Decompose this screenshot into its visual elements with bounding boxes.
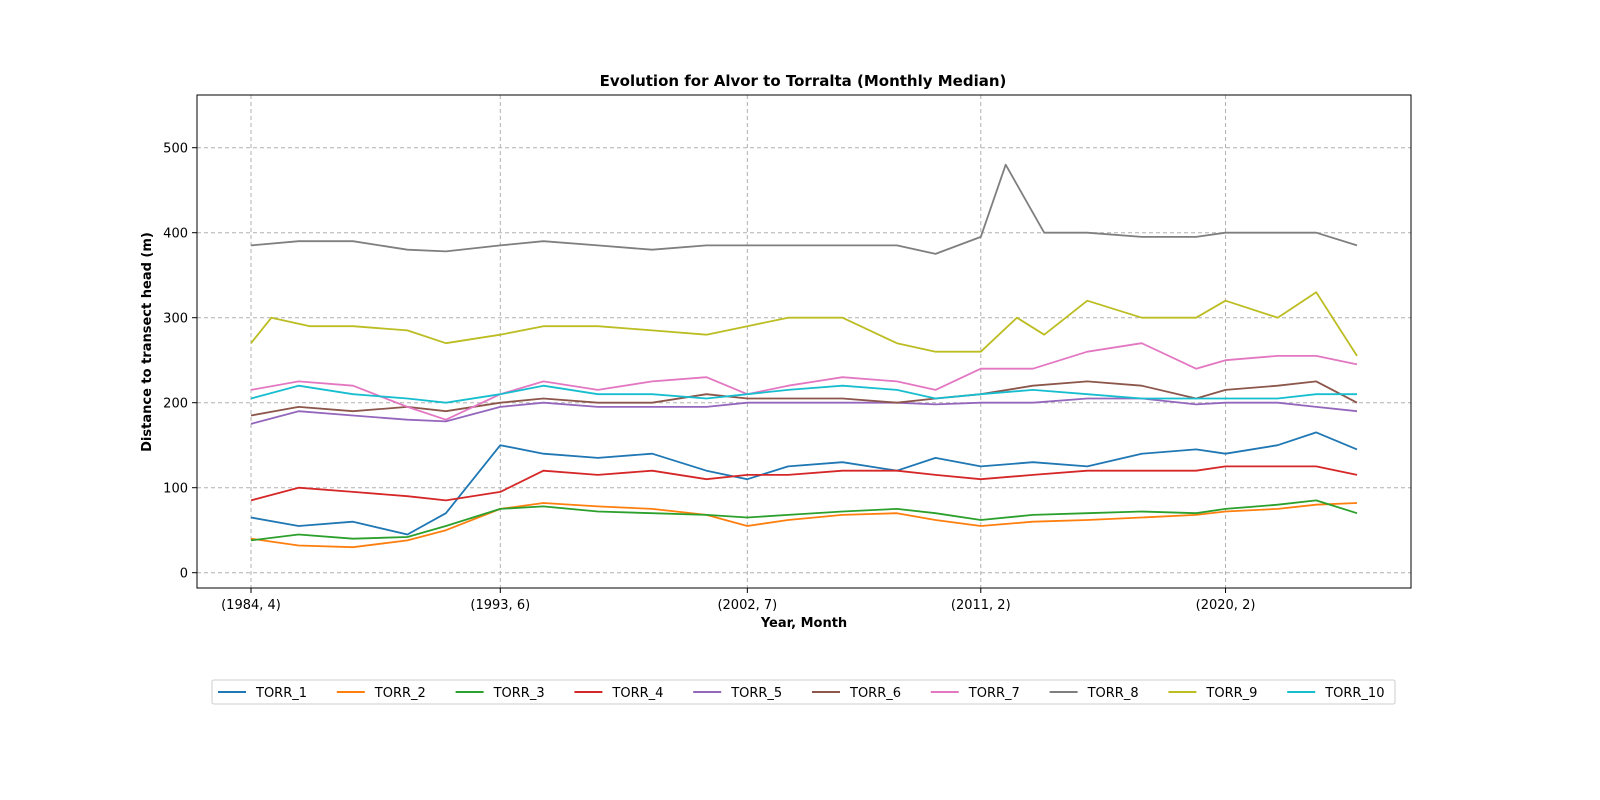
x-tick-label: (1984, 4) [221,598,281,613]
series-lines [250,163,1358,549]
legend-label: TORR_9 [1205,686,1257,701]
series-line-torr-5 [250,397,1358,425]
y-axis-label: Distance to transect head (m) [140,232,155,452]
series-line-torr-7 [250,342,1358,421]
x-tick-label: (2011, 2) [951,598,1011,613]
y-tick-label: 500 [163,142,188,157]
series-line-torr-3 [250,499,1358,542]
legend-label: TORR_7 [968,686,1020,701]
legend-label: TORR_2 [374,686,426,701]
y-tick-label: 400 [163,227,188,242]
legend-entry: TORR_8 [1049,686,1139,701]
series-line-torr-4 [250,465,1358,502]
legend-label: TORR_3 [493,686,545,701]
legend-entry: TORR_9 [1168,686,1257,701]
x-tick-label: (2002, 7) [717,598,777,613]
y-tick-label: 200 [163,397,188,412]
series-line-torr-8 [250,163,1358,255]
series-line-torr-9 [250,291,1358,357]
legend-label: TORR_6 [849,686,901,701]
y-axis-ticks: 0 100 200 300 400 500 [163,142,197,582]
legend-entry: TORR_10 [1287,686,1384,701]
legend-label: TORR_10 [1324,686,1384,701]
series-line-torr-10 [250,384,1357,404]
series-line-torr-1 [250,431,1358,536]
legend-entry: TORR_1 [218,686,307,701]
series-line-torr-6 [250,380,1358,417]
series-line-torr-2 [250,502,1358,549]
x-tick-label: (2020, 2) [1196,598,1256,613]
grid-lines [197,95,1411,588]
legend-label: TORR_5 [730,686,782,701]
x-axis-ticks: (1984, 4) (1993, 6) (2002, 7) (2011, 2) (202… [221,588,1255,613]
y-tick-label: 300 [163,312,188,327]
legend-label: TORR_8 [1087,686,1139,701]
legend-items: TORR_1 TORR_2 TORR_3 TORR_4 TORR_5 TORR_6 TORR… [218,686,1384,701]
chart-title: Evolution for Alvor to Torralta (Monthly… [600,72,1007,90]
plot-frame [196,94,1412,589]
y-tick-label: 0 [180,567,188,582]
legend-label: TORR_4 [611,686,663,701]
legend-entry: TORR_6 [812,686,901,701]
legend-entry: TORR_5 [693,686,782,701]
x-axis-label: Year, Month [760,616,847,631]
legend-frame [211,679,1396,705]
legend-entry: TORR_2 [336,686,426,701]
x-tick-label: (1993, 6) [470,598,530,613]
legend: TORR_1 TORR_2 TORR_3 TORR_4 TORR_5 TORR_6 TORR… [211,679,1396,705]
legend-entry: TORR_7 [930,686,1020,701]
y-tick-label: 100 [163,482,188,497]
legend-label: TORR_1 [255,686,307,701]
legend-entry: TORR_3 [455,686,545,701]
legend-entry: TORR_4 [574,686,663,701]
